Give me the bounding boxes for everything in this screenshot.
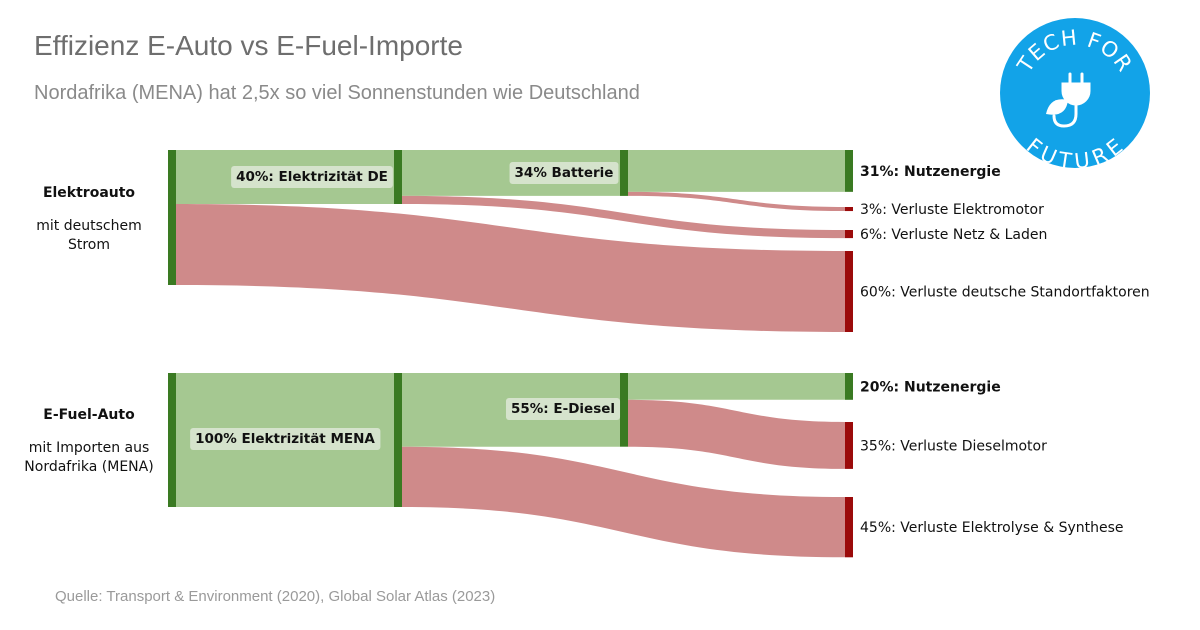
stage-label-elektrizitaet-de: 40%: Elektrizität DE <box>236 169 388 185</box>
output-label-verluste-standort: 60%: Verluste deutsche Standortfaktoren <box>860 285 1150 301</box>
output-label-verluste-dieselmotor: 35%: Verluste Dieselmotor <box>860 438 1047 454</box>
source-label-elektroauto: Elektroauto <box>43 185 135 201</box>
chart-subtitle: Nordafrika (MENA) hat 2,5x so viel Sonne… <box>34 82 640 104</box>
stage-label-batterie: 34% Batterie <box>515 165 614 181</box>
stage-label-elektrizitaet-de-bg <box>231 166 393 188</box>
node-verluste-dieselmotor <box>845 422 853 469</box>
node-verluste-elektrolyse <box>845 497 853 558</box>
node-batterie <box>620 150 628 196</box>
node-elektrizitaet-de <box>394 150 402 204</box>
node-e-fuel-auto <box>168 373 176 507</box>
flow-verluste-standort <box>176 204 845 332</box>
stage-label-e-diesel: 55%: E-Diesel <box>511 401 615 417</box>
flow-nutzenergie <box>628 150 845 192</box>
tech-for-future-badge: TECH FOR FUTURE <box>1000 18 1150 168</box>
stage-label-e-diesel-bg <box>505 398 621 420</box>
flow-nutzenergie-2 <box>628 373 845 400</box>
stage-label-batterie-bg <box>509 162 619 184</box>
source-sublabel-line2: Strom <box>68 237 110 253</box>
source-label-e-fuel-auto: E-Fuel-Auto <box>43 407 135 423</box>
output-label-verluste-motor: 3%: Verluste Elektromotor <box>860 202 1044 218</box>
source-note: Quelle: Transport & Environment (2020), … <box>55 588 496 605</box>
source-sublabel-2-line2: Nordafrika (MENA) <box>24 459 153 475</box>
output-label-nutzenergie: 31%: Nutzenergie <box>860 164 1001 180</box>
output-label-verluste-netz: 6%: Verluste Netz & Laden <box>860 227 1047 243</box>
output-label-nutzenergie-2: 20%: Nutzenergie <box>860 379 1001 395</box>
output-label-verluste-elektrolyse: 45%: Verluste Elektrolyse & Synthese <box>860 520 1124 536</box>
node-elektroauto <box>168 150 176 285</box>
node-nutzenergie-2 <box>845 373 853 400</box>
flow-verluste-motor <box>628 191 845 212</box>
source-sublabel-line1: mit deutschem <box>36 218 141 234</box>
flow-verluste-dieselmotor <box>628 399 845 469</box>
plug-leaf-icon <box>1046 72 1091 128</box>
stage-label-elektrizitaet-mena: 100% Elektrizität MENA <box>195 431 375 447</box>
stage-label-elektrizitaet-mena-bg <box>190 428 381 450</box>
node-verluste-motor <box>845 207 853 212</box>
source-sublabel-2-line1: mit Importen aus <box>29 440 150 456</box>
node-nutzenergie <box>845 150 853 192</box>
node-verluste-standort <box>845 251 853 332</box>
chart-title: Effizienz E-Auto vs E-Fuel-Importe <box>34 30 463 61</box>
flow-verluste-elektrolyse <box>402 446 845 558</box>
flow-verluste-netz <box>402 195 845 239</box>
node-verluste-netz <box>845 230 853 239</box>
node-e-diesel <box>620 373 628 447</box>
node-elektrizitaet-mena <box>394 373 402 507</box>
